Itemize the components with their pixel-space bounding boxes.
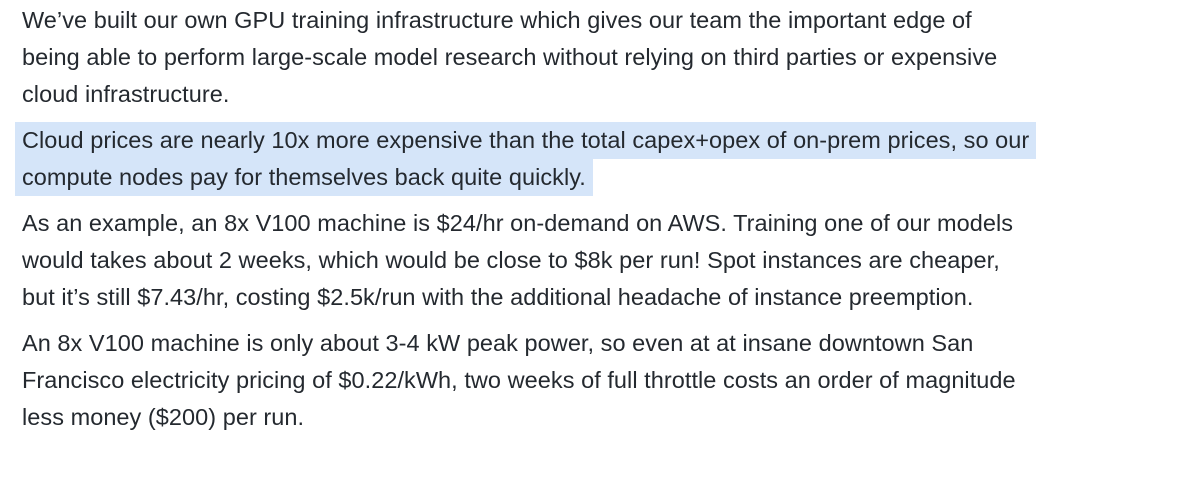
paragraph-aws-example: As an example, an 8x V100 machine is $24… <box>22 205 1178 316</box>
text-line: cloud infrastructure. <box>22 81 230 107</box>
text-line: would takes about 2 weeks, which would b… <box>22 247 1000 273</box>
highlighted-text-line: compute nodes pay for themselves back qu… <box>15 159 593 196</box>
text-line: Francisco electricity pricing of $0.22/k… <box>22 367 1016 393</box>
text-line: As an example, an 8x V100 machine is $24… <box>22 210 1014 236</box>
text-line: but it’s still $7.43/hr, costing $2.5k/r… <box>22 284 974 310</box>
paragraph-power-cost: An 8x V100 machine is only about 3-4 kW … <box>22 325 1178 436</box>
text-line: less money ($200) per run. <box>22 404 305 430</box>
paragraph-cloud-prices-highlighted: Cloud prices are nearly 10x more expensi… <box>15 122 1178 196</box>
highlighted-text-line: Cloud prices are nearly 10x more expensi… <box>15 122 1037 159</box>
text-line: being able to perform large-scale model … <box>22 44 998 70</box>
paragraph-intro: We’ve built our own GPU training infrast… <box>22 2 1178 113</box>
text-line: An 8x V100 machine is only about 3-4 kW … <box>22 330 974 356</box>
text-line: We’ve built our own GPU training infrast… <box>22 7 972 33</box>
